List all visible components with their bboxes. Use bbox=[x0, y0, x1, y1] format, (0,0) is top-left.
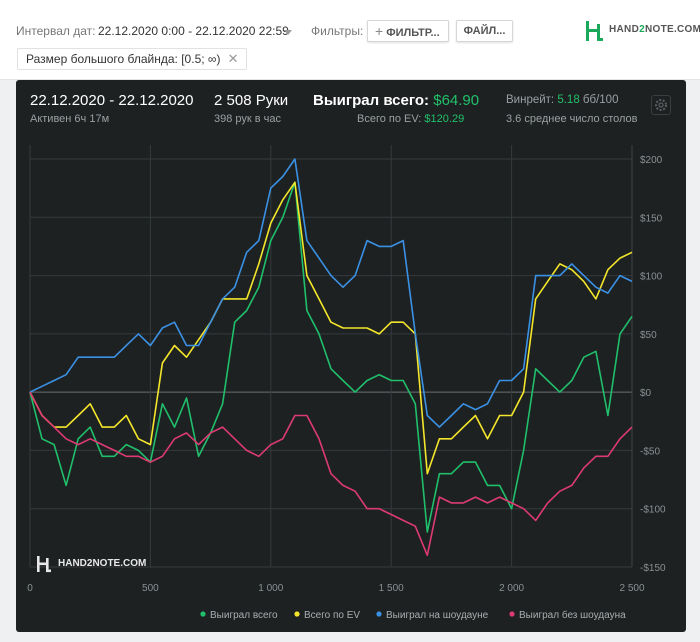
watermark-logo-icon bbox=[37, 556, 51, 573]
plus-icon: + bbox=[375, 23, 384, 39]
interval-select[interactable]: 22.12.2020 0:00 - 22.12.2020 22:59 bbox=[98, 24, 289, 38]
watermark-text: HAND2NOTE.COM bbox=[58, 558, 147, 569]
interval-label: Интервал дат: bbox=[16, 24, 96, 38]
date-range: 22.12.2020 - 22.12.2020 bbox=[30, 92, 194, 109]
won-total: Выиграл всего: $64.90 bbox=[313, 92, 480, 109]
gear-icon bbox=[655, 99, 667, 111]
filters-label: Фильтры: bbox=[311, 24, 364, 38]
hands-per-hour: 398 рук в час bbox=[214, 113, 282, 125]
hands-count: 2 508 Руки bbox=[214, 92, 289, 109]
chart-panel bbox=[16, 80, 686, 632]
filter-button[interactable]: + ФИЛЬТР... bbox=[367, 20, 449, 42]
files-button-label: ФАЙЛ... bbox=[463, 25, 506, 37]
settings-button[interactable] bbox=[651, 95, 671, 115]
logo-icon bbox=[586, 21, 603, 41]
files-button[interactable]: ФАЙЛ... bbox=[456, 20, 513, 42]
active-filter-label: Размер большого блайнда: [0.5; ∞) bbox=[26, 52, 221, 66]
avg-tables: 3.6 среднее число столов bbox=[506, 113, 638, 125]
chevron-down-icon[interactable] bbox=[284, 30, 292, 35]
brand-name: HAND2NOTE.COM bbox=[609, 24, 700, 35]
filter-button-label: ФИЛЬТР... bbox=[386, 27, 440, 39]
active-filter-chip[interactable]: Размер большого блайнда: [0.5; ∞) ✕ bbox=[17, 48, 248, 70]
active-time: Активен 6ч 17м bbox=[30, 113, 110, 125]
brand-logo: HAND2NOTE.COM bbox=[585, 20, 700, 42]
winrate: Винрейт: 5.18 бб/100 bbox=[506, 94, 619, 106]
ev-total: Всего по EV: $120.29 bbox=[357, 113, 465, 125]
close-icon[interactable]: ✕ bbox=[227, 51, 239, 66]
toolbar: Интервал дат: 22.12.2020 0:00 - 22.12.20… bbox=[0, 0, 700, 80]
